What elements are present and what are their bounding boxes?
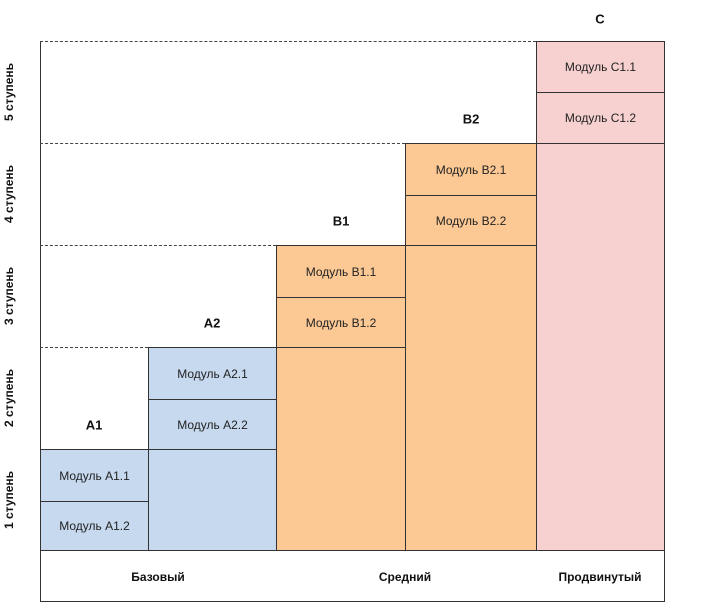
- category-middle-label: Средний: [378, 570, 432, 584]
- basic-fill-a1: [41, 449, 148, 551]
- module-a12: Модуль A1.2: [40, 501, 149, 551]
- module-b22: Модуль B2.2: [405, 195, 537, 246]
- step2-dashed-line: [40, 347, 148, 348]
- middle-fill-b2: [405, 143, 536, 551]
- level-b2-label: B2: [462, 111, 480, 127]
- level-a2-label: A2: [203, 315, 221, 331]
- level-a1-label: A1: [85, 417, 103, 433]
- middle-fill-b1: [276, 245, 405, 551]
- module-b12: Модуль B1.2: [276, 297, 406, 348]
- category-basic-label: Базовый: [131, 570, 185, 584]
- step4-dashed-line: [40, 143, 405, 144]
- module-c12: Модуль C1.2: [536, 92, 665, 144]
- right-border: [664, 41, 665, 602]
- step-5-label: 5 ступень: [2, 62, 16, 122]
- module-b11: Модуль B1.1: [276, 245, 406, 298]
- c-left-edge: [536, 41, 537, 551]
- step3-dashed-line: [40, 245, 276, 246]
- axis-line: [40, 550, 665, 551]
- module-a22: Модуль A2.2: [148, 399, 277, 450]
- step-3-label: 3 ступень: [2, 266, 16, 326]
- step5-dashed-line: [40, 41, 536, 42]
- module-a11: Модуль A1.1: [40, 449, 149, 502]
- level-b1-label: B1: [332, 213, 350, 229]
- advanced-fill-c: [536, 41, 665, 551]
- module-a21: Модуль A2.1: [148, 347, 277, 400]
- module-c11: Модуль C1.1: [536, 41, 665, 93]
- left-border: [40, 41, 41, 602]
- category-advanced-label: Продвинутый: [558, 570, 642, 584]
- step-2-label: 2 ступень: [2, 368, 16, 428]
- bottom-border: [40, 601, 665, 602]
- level-c-label: C: [595, 11, 605, 27]
- module-b21: Модуль B2.1: [405, 143, 537, 196]
- step-1-label: 1 ступень: [2, 470, 16, 530]
- step-4-label: 4 ступень: [2, 164, 16, 224]
